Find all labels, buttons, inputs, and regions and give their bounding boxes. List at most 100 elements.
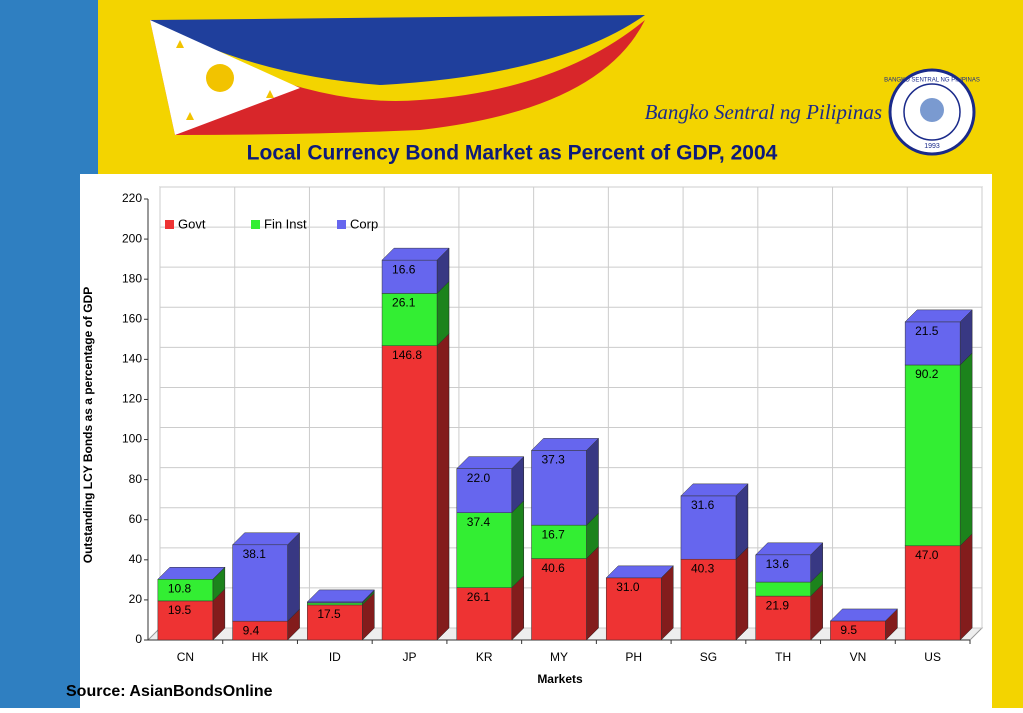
bar-side-shade: [810, 570, 823, 597]
x-tick-label: US: [924, 650, 941, 664]
bar: [904, 545, 961, 641]
seal-year: 1993: [924, 143, 940, 150]
bar-side-shade: [586, 546, 599, 640]
plot: 0 20 40 60 80 100 120 140 160 180 200 220 Govt Fin In…: [122, 186, 984, 664]
value-label: 38.1: [243, 547, 267, 561]
value-label: 37.3: [542, 453, 566, 467]
value-label: 21.9: [766, 598, 790, 612]
value-label: 9.5: [840, 623, 857, 637]
bar: [456, 587, 513, 641]
bar-top: [829, 608, 899, 622]
y-tick-label: 220: [122, 191, 142, 205]
x-tick-label: HK: [252, 650, 269, 664]
value-label: 21.5: [915, 324, 939, 338]
y-tick-label: 20: [129, 592, 143, 606]
bar-side-shade: [287, 609, 300, 640]
bar: [755, 595, 811, 641]
bar-side-shade: [960, 533, 973, 640]
y-tick-label: 100: [122, 432, 142, 446]
bar: [531, 558, 587, 641]
value-label: 37.4: [467, 515, 491, 529]
value-label: 90.2: [915, 367, 939, 381]
bar-side-shade: [362, 592, 375, 640]
x-tick-label: KR: [476, 650, 493, 664]
flag-banner: [150, 15, 645, 135]
bar: [381, 293, 438, 346]
bank-name: Bangko Sentral ng Pilipinas: [645, 100, 882, 124]
value-label: 26.1: [392, 296, 416, 310]
value-label: 31.6: [691, 498, 715, 512]
value-label: 146.8: [392, 348, 422, 362]
bar: [381, 345, 438, 641]
y-tick-label: 180: [122, 271, 142, 285]
value-label: 17.5: [317, 607, 341, 621]
bar-side-shade: [735, 547, 748, 640]
bar-side-shade: [735, 483, 748, 560]
bar-side-shade: [885, 608, 898, 640]
bar: [680, 558, 737, 641]
bar-top: [530, 438, 600, 451]
value-label: 19.5: [168, 603, 192, 617]
y-tick-label: 80: [129, 472, 143, 486]
bar-side-shade: [212, 567, 225, 601]
bar-side-shade: [437, 281, 450, 346]
bar: [755, 581, 811, 597]
y-tick-label: 0: [135, 632, 142, 646]
bar-top: [904, 309, 973, 323]
legend-label: Fin Inst: [264, 216, 307, 231]
value-label: 40.6: [542, 561, 566, 575]
bar-side-shade: [212, 588, 225, 640]
bar-top: [755, 542, 824, 556]
bar-side-shade: [586, 438, 599, 526]
bar: [381, 259, 438, 294]
bar: [531, 524, 587, 559]
x-tick-label: MY: [550, 650, 568, 664]
bar-top: [157, 567, 226, 580]
bar-top: [231, 532, 301, 546]
bar: [232, 620, 288, 641]
seal-text: BANGKO SENTRAL NG PILIPINAS: [884, 78, 980, 84]
bar-side-shade: [511, 575, 524, 640]
value-label: 26.1: [467, 590, 491, 604]
bar-side-shade: [661, 565, 674, 640]
bar-top: [306, 589, 375, 603]
bar: [680, 495, 737, 560]
y-tick-label: 60: [129, 512, 143, 526]
bar-side-shade: [960, 309, 973, 365]
value-label: 16.6: [392, 262, 416, 276]
x-tick-label: TH: [775, 650, 791, 664]
value-label: 9.4: [243, 623, 260, 637]
legend-swatch: [337, 220, 346, 229]
bar: [307, 602, 363, 606]
legend-label: Corp: [350, 216, 378, 231]
y-axis-label: Outstanding LCY Bonds as a percentage of…: [81, 287, 95, 564]
x-tick-label: VN: [850, 650, 867, 664]
bar: [755, 554, 811, 583]
y-tick-label: 120: [122, 392, 142, 406]
bar-side-shade: [586, 513, 599, 559]
y-tick-label: 160: [122, 311, 142, 325]
bar-side-shade: [511, 500, 524, 588]
value-label: 31.0: [616, 580, 640, 594]
bar-top: [680, 483, 749, 497]
bar-top: [456, 456, 525, 469]
bar-side-shade: [511, 456, 524, 513]
bar: [456, 512, 513, 588]
x-tick-label: ID: [329, 650, 341, 664]
y-tick-label: 40: [129, 552, 143, 566]
bar: [830, 620, 886, 641]
bar-side-shade: [437, 248, 450, 294]
bar-side-shade: [437, 333, 450, 640]
source: Source: AsianBondsOnline: [66, 683, 273, 700]
bar-side-shade: [960, 352, 973, 546]
y-tick-label: 200: [122, 231, 142, 245]
x-tick-label: CN: [177, 650, 194, 664]
value-label: 47.0: [915, 548, 939, 562]
legend-label: Govt: [178, 216, 206, 231]
bar-side-shade: [810, 542, 823, 583]
value-label: 22.0: [467, 471, 491, 485]
x-tick-label: SG: [700, 650, 717, 664]
bar-side-shade: [362, 590, 375, 605]
chart-title: Local Currency Bond Market as Percent of…: [247, 142, 778, 165]
